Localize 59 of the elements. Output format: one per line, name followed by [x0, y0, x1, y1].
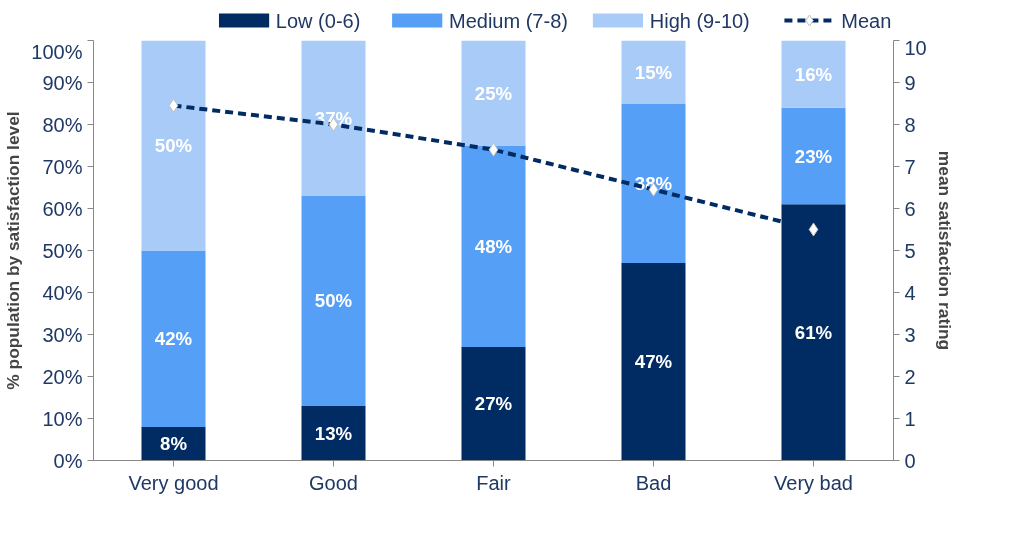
- y2-tick-label: 1: [904, 407, 916, 430]
- bar: [301, 195, 366, 406]
- y2-tick-label: 4: [904, 281, 916, 304]
- y-tick-label: 20%: [42, 365, 83, 388]
- y-tick-label: 0%: [53, 449, 83, 472]
- legend-label: Low (0-6): [275, 9, 361, 32]
- bar: [621, 263, 686, 461]
- y2-tick-label: 3: [904, 323, 916, 346]
- y-tick-label: 40%: [42, 281, 83, 304]
- data-label: 48%: [474, 235, 513, 257]
- data-label: 50%: [314, 290, 353, 312]
- legend-label: Medium (7-8): [448, 9, 568, 32]
- y-tick-label: 80%: [42, 113, 83, 136]
- y-tick-label: 70%: [42, 155, 83, 178]
- x-tick-label: Bad: [635, 471, 672, 494]
- data-label: 13%: [314, 422, 353, 444]
- data-label: 47%: [634, 351, 673, 373]
- x-tick-label: Very bad: [774, 471, 853, 494]
- y2-tick-label: 5: [904, 239, 916, 262]
- y2-tick-label: 8: [904, 113, 916, 136]
- x-tick-label: Very good: [128, 471, 219, 494]
- bar: [141, 250, 206, 427]
- data-label: 61%: [794, 321, 833, 343]
- x-tick-label: Good: [309, 471, 358, 494]
- data-label: 50%: [154, 135, 193, 156]
- y2-axis-title: mean satisfaction rating: [934, 150, 955, 351]
- y2-tick-label: 6: [904, 197, 916, 220]
- y2-tick-label: 7: [904, 155, 916, 178]
- y-tick-label: 90%: [42, 71, 83, 94]
- y-tick-label: 10%: [42, 407, 83, 430]
- data-label: 23%: [794, 145, 833, 167]
- bar: [461, 145, 526, 348]
- y-tick-label: 30%: [42, 323, 83, 346]
- legend-label: Mean: [841, 9, 892, 32]
- y2-tick-label: 10: [904, 36, 927, 59]
- bar: [621, 40, 686, 104]
- bar: [461, 40, 526, 146]
- bar: [301, 40, 366, 196]
- bar: [781, 107, 846, 205]
- y-axis-title: % population by satisfaction level: [3, 111, 24, 390]
- data-label: 15%: [634, 61, 673, 83]
- legend-label: High (9-10): [649, 9, 750, 32]
- y2-tick-label: 9: [904, 71, 916, 94]
- y-tick-label: 50%: [42, 239, 83, 262]
- data-label: 16%: [794, 63, 833, 85]
- y2-tick-label: 0: [904, 449, 916, 472]
- y-tick-label: 60%: [42, 197, 83, 220]
- bar: [461, 347, 526, 461]
- bar: [301, 405, 366, 461]
- y-tick-label: 100%: [31, 40, 83, 63]
- data-label: 25%: [474, 82, 513, 104]
- data-label: 27%: [474, 393, 513, 415]
- data-label: 42%: [154, 328, 193, 350]
- x-tick-label: Fair: [476, 471, 512, 494]
- bar: [781, 40, 846, 108]
- data-label: 8%: [160, 433, 188, 455]
- y2-tick-label: 2: [904, 365, 916, 388]
- bar: [141, 40, 206, 251]
- bar: [621, 103, 686, 264]
